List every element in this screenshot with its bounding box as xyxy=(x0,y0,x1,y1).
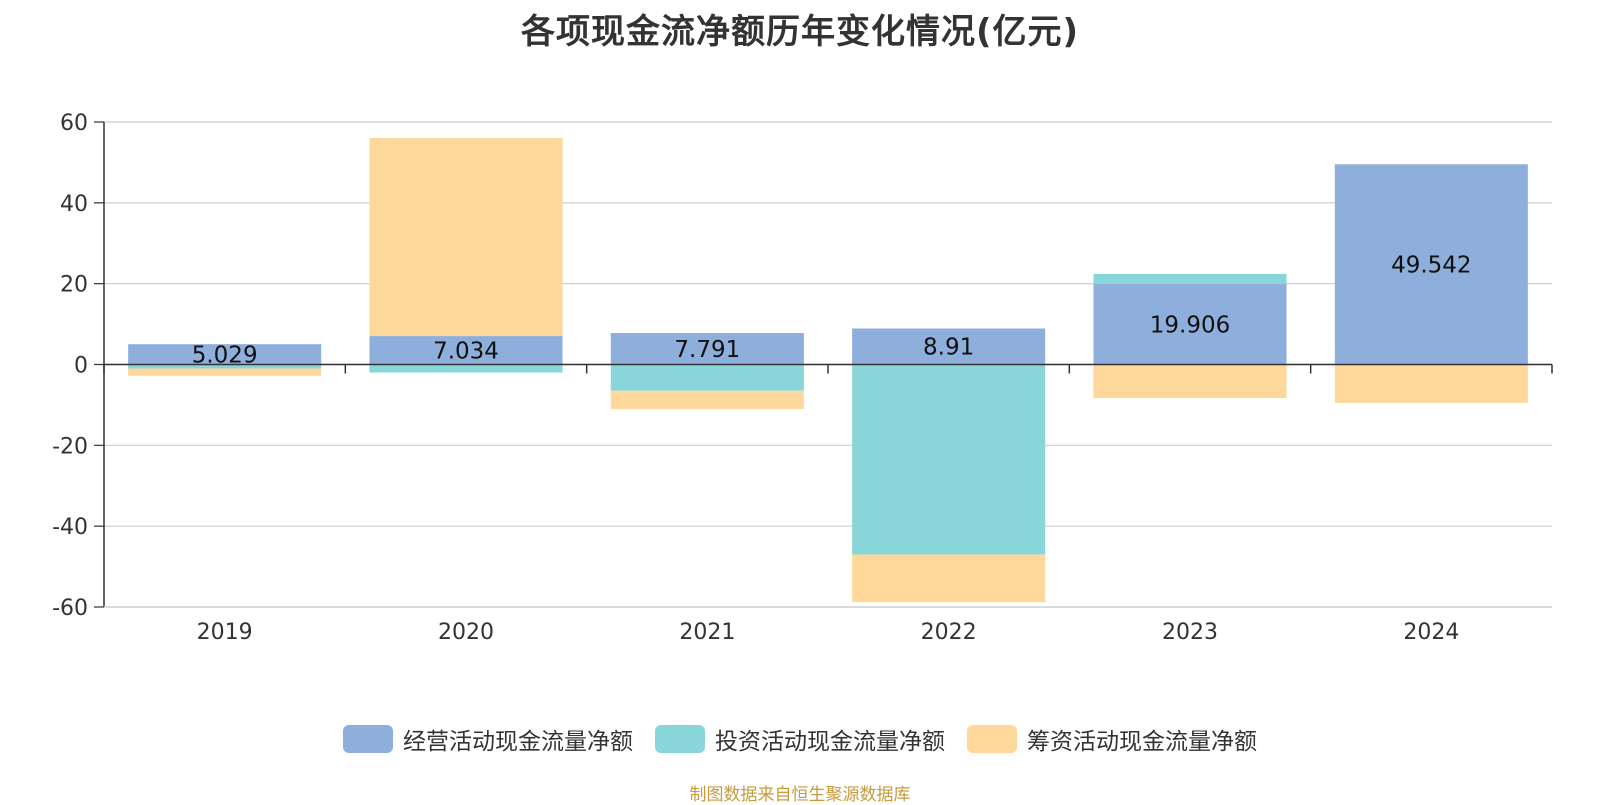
y-tick-label: 40 xyxy=(60,192,88,217)
bar-2019-series-1 xyxy=(128,364,322,369)
bar-2020-series-1 xyxy=(369,364,563,373)
data-label-2021: 7.791 xyxy=(674,337,740,363)
x-tick-label-2023: 2023 xyxy=(1162,620,1218,645)
bar-2024-series-2 xyxy=(1334,364,1528,403)
legend-item-operating[interactable]: 经营活动现金流量净额 xyxy=(343,722,633,756)
data-label-2020: 7.034 xyxy=(433,338,499,364)
chart-legend: 经营活动现金流量净额 投资活动现金流量净额 筹资活动现金流量净额 xyxy=(0,722,1600,756)
bar-2022-series-0 xyxy=(852,328,1046,365)
bar-2021-series-0 xyxy=(610,333,804,365)
x-tick-label-2020: 2020 xyxy=(438,620,494,645)
legend-swatch-financing xyxy=(967,725,1017,753)
chart-title: 各项现金流净额历年变化情况(亿元) xyxy=(520,12,1080,52)
bar-2021-series-2 xyxy=(610,390,804,409)
bar-2023-series-0 xyxy=(1093,284,1287,365)
y-tick-label: -20 xyxy=(52,434,88,459)
bar-2023-series-2 xyxy=(1093,364,1287,399)
y-tick-label: 60 xyxy=(60,111,88,136)
legend-swatch-investing xyxy=(655,725,705,753)
legend-item-financing[interactable]: 筹资活动现金流量净额 xyxy=(967,722,1257,756)
x-tick-label-2022: 2022 xyxy=(921,620,977,645)
legend-label-operating: 经营活动现金流量净额 xyxy=(403,729,633,755)
legend-item-investing[interactable]: 投资活动现金流量净额 xyxy=(655,722,945,756)
bar-2020-series-0 xyxy=(369,336,563,365)
legend-swatch-operating xyxy=(343,725,393,753)
bar-2020-series-2 xyxy=(369,138,563,337)
bar-2022-series-2 xyxy=(852,554,1046,603)
x-tick-label-2019: 2019 xyxy=(197,620,253,645)
bar-2021-series-1 xyxy=(610,364,804,391)
y-tick-label: 0 xyxy=(74,354,88,379)
bar-2019-series-0 xyxy=(128,344,322,365)
x-tick-label-2021: 2021 xyxy=(679,620,735,645)
bar-2019-series-2 xyxy=(128,368,322,376)
bar-2022-series-1 xyxy=(852,364,1046,555)
legend-label-financing: 筹资活动现金流量净额 xyxy=(1027,729,1257,755)
x-tick-label-2024: 2024 xyxy=(1403,620,1459,645)
source-note: 制图数据来自恒生聚源数据库 xyxy=(689,785,911,805)
data-label-2023: 19.906 xyxy=(1150,312,1230,338)
bar-2024-series-0 xyxy=(1334,164,1528,365)
data-label-2022: 8.91 xyxy=(923,334,974,360)
y-tick-label: 20 xyxy=(60,273,88,298)
bar-2023-series-1 xyxy=(1093,273,1287,285)
y-tick-label: -60 xyxy=(52,596,88,621)
data-label-2019: 5.029 xyxy=(192,342,258,368)
data-label-2024: 49.542 xyxy=(1391,252,1471,278)
legend-label-investing: 投资活动现金流量净额 xyxy=(715,729,945,755)
chart-plot: 60 40 20 0 -20 -40 -60 2019 2020 2021 2022 2023 2024… xyxy=(52,111,1553,645)
y-tick-label: -40 xyxy=(52,515,88,540)
